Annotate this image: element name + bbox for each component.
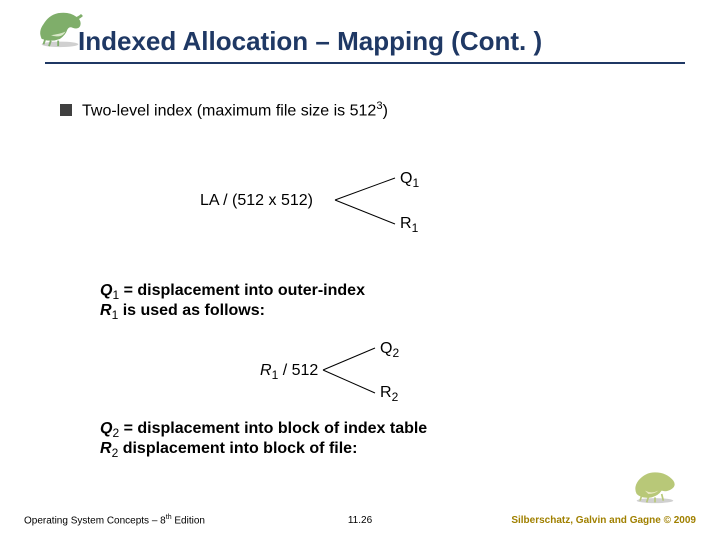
dinosaur-bottom-icon — [630, 464, 680, 504]
fl-b: Edition — [172, 515, 205, 526]
p2-r: R — [100, 440, 112, 457]
r2-label: R — [380, 384, 392, 401]
p1-q: Q — [100, 282, 112, 299]
p1-l1b: = displacement into outer-index — [119, 282, 365, 299]
q2-label: Q — [380, 340, 392, 357]
d2-a: R — [260, 362, 272, 379]
bullet-end: ) — [383, 102, 388, 119]
q1-label: Q — [400, 170, 412, 187]
paragraph-2: Q2 = displacement into block of index ta… — [100, 420, 427, 460]
p1-l2b: is used as follows: — [118, 302, 265, 319]
bullet-main: Two-level index (maximum file size is 51… — [82, 102, 376, 119]
q1-sub: 1 — [412, 176, 419, 190]
bullet-square-icon — [60, 104, 72, 116]
p1-r: R — [100, 302, 112, 319]
title-underline — [45, 62, 685, 64]
p2-l1b: = displacement into block of index table — [119, 420, 427, 437]
division2-r: R2 — [380, 384, 398, 404]
division2-lhs: R1 / 512 — [260, 362, 318, 382]
footer-center: 11.26 — [348, 515, 372, 526]
r2-sub: 2 — [392, 390, 399, 404]
r1-sub: 1 — [412, 221, 419, 235]
footer-left: Operating System Concepts – 8th Edition — [24, 514, 205, 526]
p2-q: Q — [100, 420, 112, 437]
footer-right: Silberschatz, Galvin and Gagne © 2009 — [511, 515, 696, 526]
division1-q: Q1 — [400, 170, 419, 190]
slide-title: Indexed Allocation – Mapping (Cont. ) — [78, 26, 542, 57]
fl-a: Operating System Concepts – 8 — [24, 515, 166, 526]
slide: Indexed Allocation – Mapping (Cont. ) Tw… — [0, 0, 720, 540]
r1-label: R — [400, 215, 412, 232]
bullet-row: Two-level index (maximum file size is 51… — [60, 100, 388, 120]
p2-l2b: displacement into block of file: — [118, 440, 357, 457]
division2-q: Q2 — [380, 340, 399, 360]
d2-b: / 512 — [278, 362, 318, 379]
division1-r: R1 — [400, 215, 418, 235]
bullet-text: Two-level index (maximum file size is 51… — [82, 100, 388, 120]
division1-lhs: LA / (512 x 512) — [200, 192, 313, 210]
paragraph-1: Q1 = displacement into outer-index R1 is… — [100, 282, 365, 322]
q2-sub: 2 — [392, 346, 399, 360]
